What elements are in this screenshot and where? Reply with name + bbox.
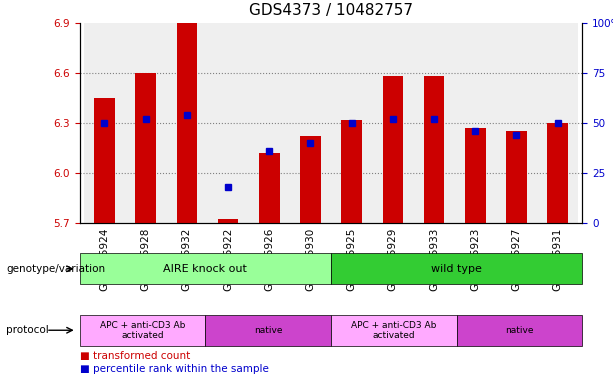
- Bar: [341, 119, 362, 223]
- Bar: [455, 23, 496, 223]
- Bar: [465, 128, 485, 223]
- Text: protocol: protocol: [6, 325, 49, 335]
- Bar: [300, 136, 321, 223]
- Bar: [537, 23, 578, 223]
- Bar: [135, 73, 156, 223]
- Title: GDS4373 / 10482757: GDS4373 / 10482757: [249, 3, 413, 18]
- Bar: [207, 23, 249, 223]
- Bar: [424, 76, 444, 223]
- Bar: [547, 123, 568, 223]
- Text: wild type: wild type: [432, 264, 482, 274]
- Bar: [218, 219, 238, 223]
- Text: native: native: [505, 326, 534, 335]
- Bar: [496, 23, 537, 223]
- Bar: [290, 23, 331, 223]
- Bar: [259, 153, 280, 223]
- Bar: [413, 23, 455, 223]
- Bar: [177, 23, 197, 223]
- Text: AIRE knock out: AIRE knock out: [164, 264, 247, 274]
- Text: genotype/variation: genotype/variation: [6, 264, 105, 274]
- Bar: [94, 98, 115, 223]
- Bar: [372, 23, 413, 223]
- Text: APC + anti-CD3 Ab
activated: APC + anti-CD3 Ab activated: [100, 321, 185, 340]
- Bar: [84, 23, 125, 223]
- Text: APC + anti-CD3 Ab
activated: APC + anti-CD3 Ab activated: [351, 321, 436, 340]
- Bar: [249, 23, 290, 223]
- Bar: [383, 76, 403, 223]
- Bar: [166, 23, 207, 223]
- Text: ■ transformed count: ■ transformed count: [80, 351, 190, 361]
- Text: native: native: [254, 326, 283, 335]
- Bar: [125, 23, 166, 223]
- Text: ■ percentile rank within the sample: ■ percentile rank within the sample: [80, 364, 268, 374]
- Bar: [331, 23, 372, 223]
- Bar: [506, 131, 527, 223]
